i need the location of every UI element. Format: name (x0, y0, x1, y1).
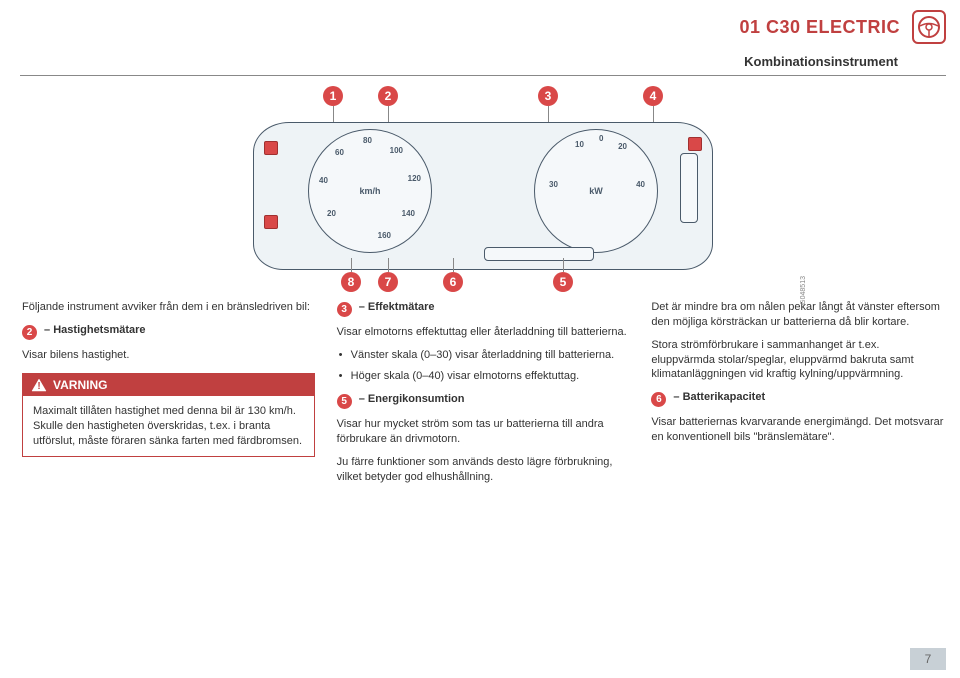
divider (20, 75, 946, 76)
svg-text:!: ! (37, 381, 40, 392)
sec3-bullets: Vänster skala (0–30) visar återladdning … (337, 348, 630, 384)
sec5-head: 5 – Energikonsumtion (337, 392, 630, 409)
warning-title: VARNING (53, 378, 107, 392)
sec6-head: 6 – Batterikapacitet (651, 390, 944, 407)
battery-strip (680, 153, 698, 223)
text-columns: Följande instrument avviker från dem i e… (20, 300, 946, 492)
sec5-body2: Ju färre funktioner som används desto lä… (337, 455, 630, 485)
callout-badge: 1 (323, 86, 343, 106)
steering-wheel-icon (912, 10, 946, 44)
sec6-body: Visar batteriernas kvarvarande energimän… (651, 415, 944, 445)
column-3: Det är mindre bra om nålen pekar långt å… (651, 300, 944, 492)
callout-badge: 3 (538, 86, 558, 106)
instrument-diagram: 1 2 3 4 km/h 20 40 60 80 100 120 140 160 (203, 86, 763, 286)
speedometer-gauge: km/h 20 40 60 80 100 120 140 160 (308, 129, 432, 253)
page-number: 7 (910, 648, 946, 670)
page-header: 01 C30 ELECTRIC (20, 6, 946, 52)
sec2-head: 2 – Hastighetsmätare (22, 323, 315, 340)
energy-strip (484, 247, 594, 261)
warning-head: ! VARNING (23, 374, 314, 396)
column-1: Följande instrument avviker från dem i e… (22, 300, 315, 492)
diagram-code: G048513 (800, 276, 807, 305)
column-2: 3 – Effektmätare Visar elmotorns effektu… (337, 300, 630, 492)
sec3-head: 3 – Effektmätare (337, 300, 630, 317)
warning-indicator-icon (264, 215, 278, 229)
callout-badge: 4 (643, 86, 663, 106)
c3-p1: Det är mindre bra om nålen pekar långt å… (651, 300, 944, 330)
gauge-panel: km/h 20 40 60 80 100 120 140 160 kW 10 0… (253, 122, 713, 270)
warning-triangle-icon: ! (31, 378, 47, 392)
speedo-unit: km/h (359, 186, 380, 196)
badge-6-icon: 6 (651, 392, 666, 407)
callout-badge: 6 (443, 272, 463, 292)
sec3-body: Visar elmotorns effektuttag eller återla… (337, 325, 630, 340)
warning-body: Maximalt tillåten hastighet med denna bi… (23, 396, 314, 457)
badge-5-icon: 5 (337, 394, 352, 409)
callout-badge: 2 (378, 86, 398, 106)
callout-badge: 5 (553, 272, 573, 292)
callout-badge: 8 (341, 272, 361, 292)
c3-p2: Stora strömförbrukare i sammanhanget är … (651, 338, 944, 383)
callout-badge: 7 (378, 272, 398, 292)
power-unit: kW (589, 186, 603, 196)
badge-2-icon: 2 (22, 325, 37, 340)
intro-text: Följande instrument avviker från dem i e… (22, 300, 315, 315)
page-subtitle: Kombinationsinstrument (20, 54, 898, 69)
warning-box: ! VARNING Maximalt tillåten hastighet me… (22, 373, 315, 458)
sec2-body: Visar bilens hastighet. (22, 348, 315, 363)
power-gauge: kW 10 0 20 30 40 (534, 129, 658, 253)
sec5-body1: Visar hur mycket ström som tas ur batter… (337, 417, 630, 447)
chapter-title: 01 C30 ELECTRIC (739, 17, 900, 38)
list-item: Vänster skala (0–30) visar återladdning … (337, 348, 630, 363)
list-item: Höger skala (0–40) visar elmotorns effek… (337, 369, 630, 384)
warning-indicator-icon (688, 137, 702, 151)
warning-indicator-icon (264, 141, 278, 155)
badge-3-icon: 3 (337, 302, 352, 317)
